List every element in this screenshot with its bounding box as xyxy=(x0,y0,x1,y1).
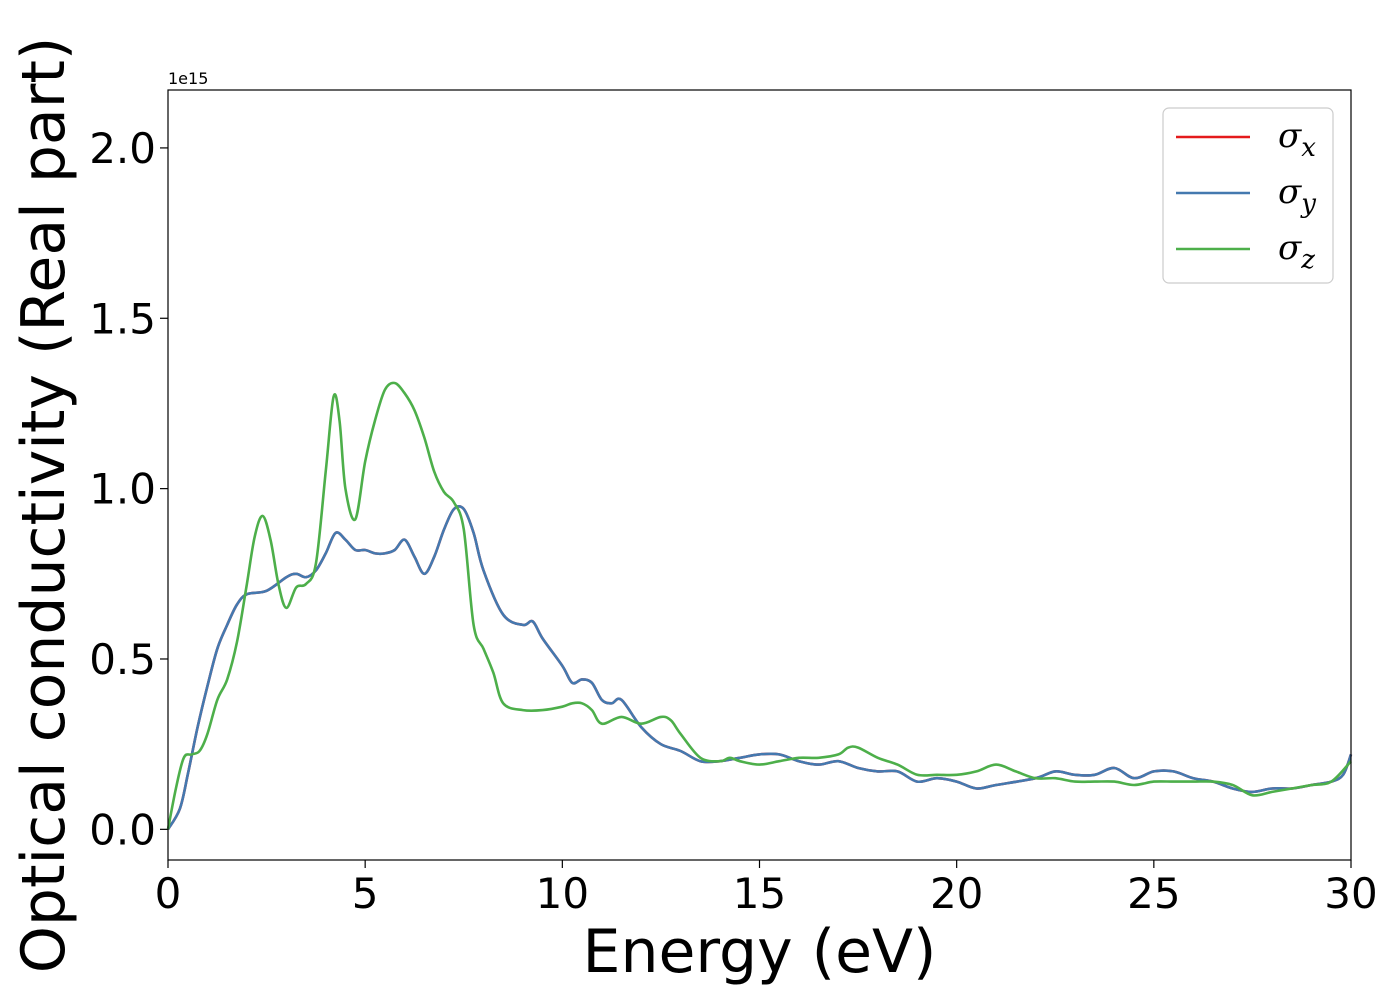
legend-subscript: x xyxy=(1301,133,1316,163)
x-tick-label: 30 xyxy=(1324,869,1377,918)
legend-label: σz xyxy=(1278,228,1315,275)
legend-subscript: y xyxy=(1300,189,1316,219)
y-tick-label: 0.0 xyxy=(89,805,156,854)
y-tick-label: 1.5 xyxy=(89,294,156,343)
legend-label: σx xyxy=(1278,116,1316,163)
legend-label: σy xyxy=(1278,172,1316,219)
y-offset-label: 1e15 xyxy=(168,69,208,88)
legend-symbol: σ xyxy=(1278,172,1302,212)
x-tick-label: 20 xyxy=(930,869,983,918)
x-tick-label: 0 xyxy=(155,869,182,918)
legend-box xyxy=(1162,107,1334,284)
legend-symbol: σ xyxy=(1278,116,1302,156)
y-tick-label: 0.5 xyxy=(89,635,156,684)
x-tick-label: 10 xyxy=(536,869,589,918)
series-line-y xyxy=(166,505,1353,830)
y-axis-title: Optical conductivity (Real part) xyxy=(9,37,79,974)
legend-subscript: z xyxy=(1300,245,1315,275)
series-line-z xyxy=(166,381,1352,830)
axis-ticks: 0 5 10 15 20 25 30 0.0 0.5 1.0 1.5 2.0 xyxy=(89,124,1378,918)
x-tick-label: 25 xyxy=(1127,869,1180,918)
x-tick-label: 15 xyxy=(733,869,786,918)
legend-symbol: σ xyxy=(1278,228,1302,268)
series-lines xyxy=(166,381,1353,830)
x-tick-label: 5 xyxy=(352,869,379,918)
y-tick-label: 2.0 xyxy=(89,124,156,173)
plot-frame xyxy=(167,89,1352,861)
y-tick-label: 1.0 xyxy=(89,465,156,514)
x-axis-title: Energy (eV) xyxy=(583,917,937,987)
